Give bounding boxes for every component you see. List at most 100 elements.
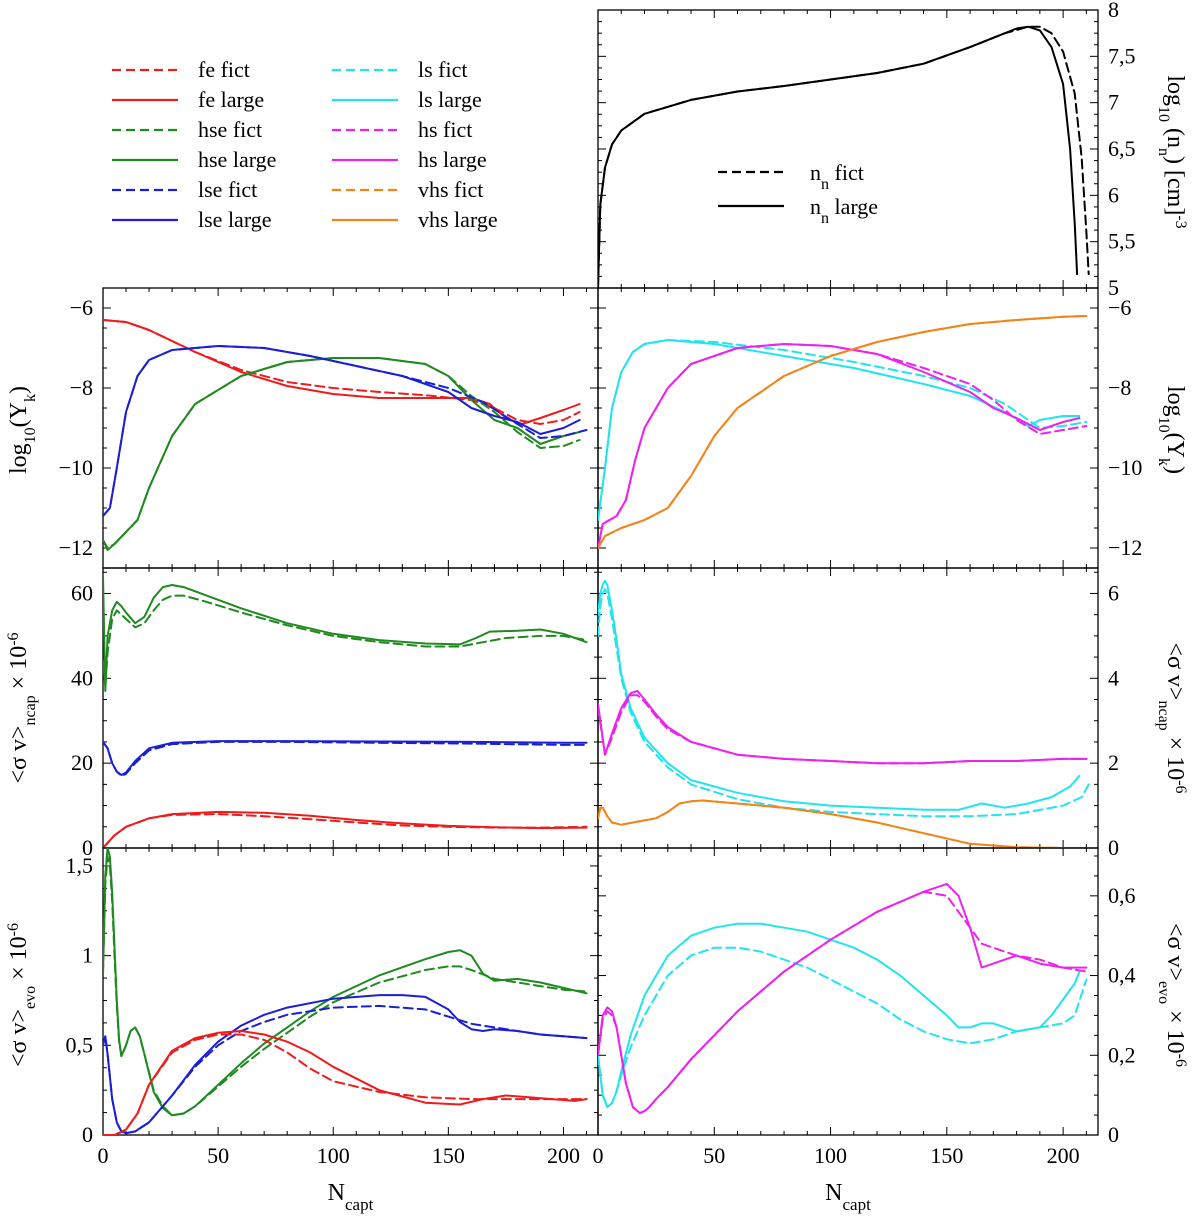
series-fe-large xyxy=(103,319,581,425)
legend-label-fe-large: fe large xyxy=(198,87,264,112)
panel-evo-right: 0 50 100 150 200 0 0,2 0,4 0,6 <σ v>evo × 10-6 xyxy=(593,847,1190,1168)
x-tick-label: 100 xyxy=(317,1143,350,1168)
legend-label-lse-large: lse large xyxy=(198,207,272,232)
y-tick-label: 1 xyxy=(82,943,93,968)
series-hse-large xyxy=(103,848,588,1117)
legend-label: nn large xyxy=(810,194,878,227)
y-tick-label: 4 xyxy=(1108,665,1119,690)
series-vhs-large xyxy=(598,799,1088,848)
y-tick-label: 60 xyxy=(71,580,93,605)
y-tick-label: −12 xyxy=(1108,535,1142,560)
y-tick-label: −8 xyxy=(1108,375,1131,400)
y-axis-label: log10(Yk) xyxy=(6,386,39,474)
y-tick-label: 0,4 xyxy=(1108,963,1136,988)
series-fe-large xyxy=(103,810,588,848)
series-group xyxy=(598,882,1088,1115)
legend-label-hse-fict: hse fict xyxy=(198,117,262,142)
series-group xyxy=(598,579,1090,848)
legend-label-hs-fict: hs fict xyxy=(418,117,472,142)
x-tick-label: 150 xyxy=(930,1143,963,1168)
y-tick-label: −10 xyxy=(1108,455,1142,480)
series-lse-large xyxy=(103,994,588,1135)
y-tick-label: 0,2 xyxy=(1108,1042,1136,1067)
series-group xyxy=(103,848,588,1135)
plot-frame xyxy=(102,567,599,849)
y-tick-label: 20 xyxy=(71,750,93,775)
panel-ncap-left: 0 20 40 60 <σ v>ncap × 10-6 xyxy=(5,567,599,860)
y-axis-label: log10(Yk) xyxy=(1156,386,1189,474)
series-group xyxy=(103,319,588,551)
legend-label-hse-large: hse large xyxy=(198,147,276,172)
x-axis-label-left: Ncapt xyxy=(328,1180,374,1214)
legend-label-fe-fict: fe fict xyxy=(198,57,250,82)
x-tick-label: 150 xyxy=(432,1143,465,1168)
plot-frame xyxy=(102,847,599,1136)
y-tick-label: 6 xyxy=(1108,580,1119,605)
series-hs-large xyxy=(598,882,1088,1115)
series-hs-fict xyxy=(598,890,1088,1115)
legend-label-hs-large: hs large xyxy=(418,147,487,172)
y-tick-label: −12 xyxy=(59,535,93,560)
legend-label-ls-fict: ls fict xyxy=(418,57,468,82)
x-tick-label: 100 xyxy=(814,1143,847,1168)
y-tick-label: −8 xyxy=(70,375,93,400)
y-tick-label: −6 xyxy=(70,295,93,320)
legend-left: fe fict fe large hse fict hse large lse fict… xyxy=(112,57,498,232)
x-axis-label: Ncapt xyxy=(328,1180,374,1214)
legend-label: nn fict xyxy=(810,160,864,193)
y-tick-label: 0 xyxy=(1108,1122,1119,1147)
y-tick-label: −6 xyxy=(1108,295,1131,320)
series-hs-large xyxy=(598,343,1081,549)
legend-label-vhs-large: vhs large xyxy=(418,207,498,232)
y-tick-label: −10 xyxy=(59,455,93,480)
y-tick-label: 6 xyxy=(1108,182,1119,207)
panel-abundance-left: −12 −10 −8 −6 log10(Yk) xyxy=(6,287,599,569)
plot-frame xyxy=(597,9,1099,289)
series-lse-fict xyxy=(103,740,588,777)
series-lse-large xyxy=(103,345,581,517)
y-tick-label: 5 xyxy=(1108,275,1119,300)
series-ls-fict xyxy=(598,339,1088,521)
series-lse-large xyxy=(103,740,588,776)
y-tick-label: 1,5 xyxy=(66,853,94,878)
y-tick-label: 0,5 xyxy=(66,1032,94,1057)
series-hse-large xyxy=(103,575,588,692)
y-tick-label: 0 xyxy=(82,1122,93,1147)
legend-label-ls-large: ls large xyxy=(418,87,482,112)
series-fe-fict xyxy=(103,319,581,425)
x-tick-label: 0 xyxy=(98,1143,109,1168)
x-tick-label: 200 xyxy=(547,1143,580,1168)
panel-neutron-density: 5 5,5 6 6,5 7 7,5 8 log10 (nn) [cm]-3 nn fictnn … xyxy=(597,0,1190,300)
series-group xyxy=(598,25,1090,288)
x-axis-label: Ncapt xyxy=(825,1180,871,1214)
x-tick-label: 50 xyxy=(207,1143,229,1168)
x-tick-label: 0 xyxy=(593,1143,604,1168)
series-vhs-fict xyxy=(598,799,1088,848)
series-hse-fict xyxy=(103,856,588,1117)
y-axis-label: <σ v>ncap × 10-6 xyxy=(1156,642,1190,793)
plot-frame xyxy=(597,847,1099,1136)
series-fe-large xyxy=(103,1030,588,1135)
y-tick-label: 0 xyxy=(82,835,93,860)
y-tick-label: 7 xyxy=(1108,90,1119,115)
series-nn-large xyxy=(598,25,1079,288)
series-hs-fict xyxy=(598,343,1088,549)
series-ls-large xyxy=(598,339,1081,521)
panel-ncap-right: 0 2 4 6 <σ v>ncap × 10-6 xyxy=(597,567,1190,860)
legend-label-vhs-fict: vhs fict xyxy=(418,177,483,202)
series-hse-large xyxy=(103,357,581,551)
x-tick-label: 50 xyxy=(703,1143,725,1168)
y-tick-label: 8 xyxy=(1108,0,1119,22)
y-axis-label: <σ v>ncap × 10-6 xyxy=(5,632,39,783)
series-hse-fict xyxy=(103,594,588,688)
series-nn-fict xyxy=(598,25,1090,288)
series-hs-large xyxy=(598,690,1088,765)
panel-evo-left: 0 50 100 150 200 0 0,5 1 1,5 <σ v>evo × 10-6 xyxy=(5,847,599,1168)
series-vhs-fict xyxy=(598,315,1088,549)
y-axis-label: <σ v>evo × 10-6 xyxy=(5,923,39,1067)
y-tick-label: 0 xyxy=(1108,835,1119,860)
y-tick-label: 0,6 xyxy=(1108,883,1136,908)
y-tick-label: 40 xyxy=(71,665,93,690)
y-axis-label: log10 (nn) [cm]-3 xyxy=(1156,75,1190,228)
